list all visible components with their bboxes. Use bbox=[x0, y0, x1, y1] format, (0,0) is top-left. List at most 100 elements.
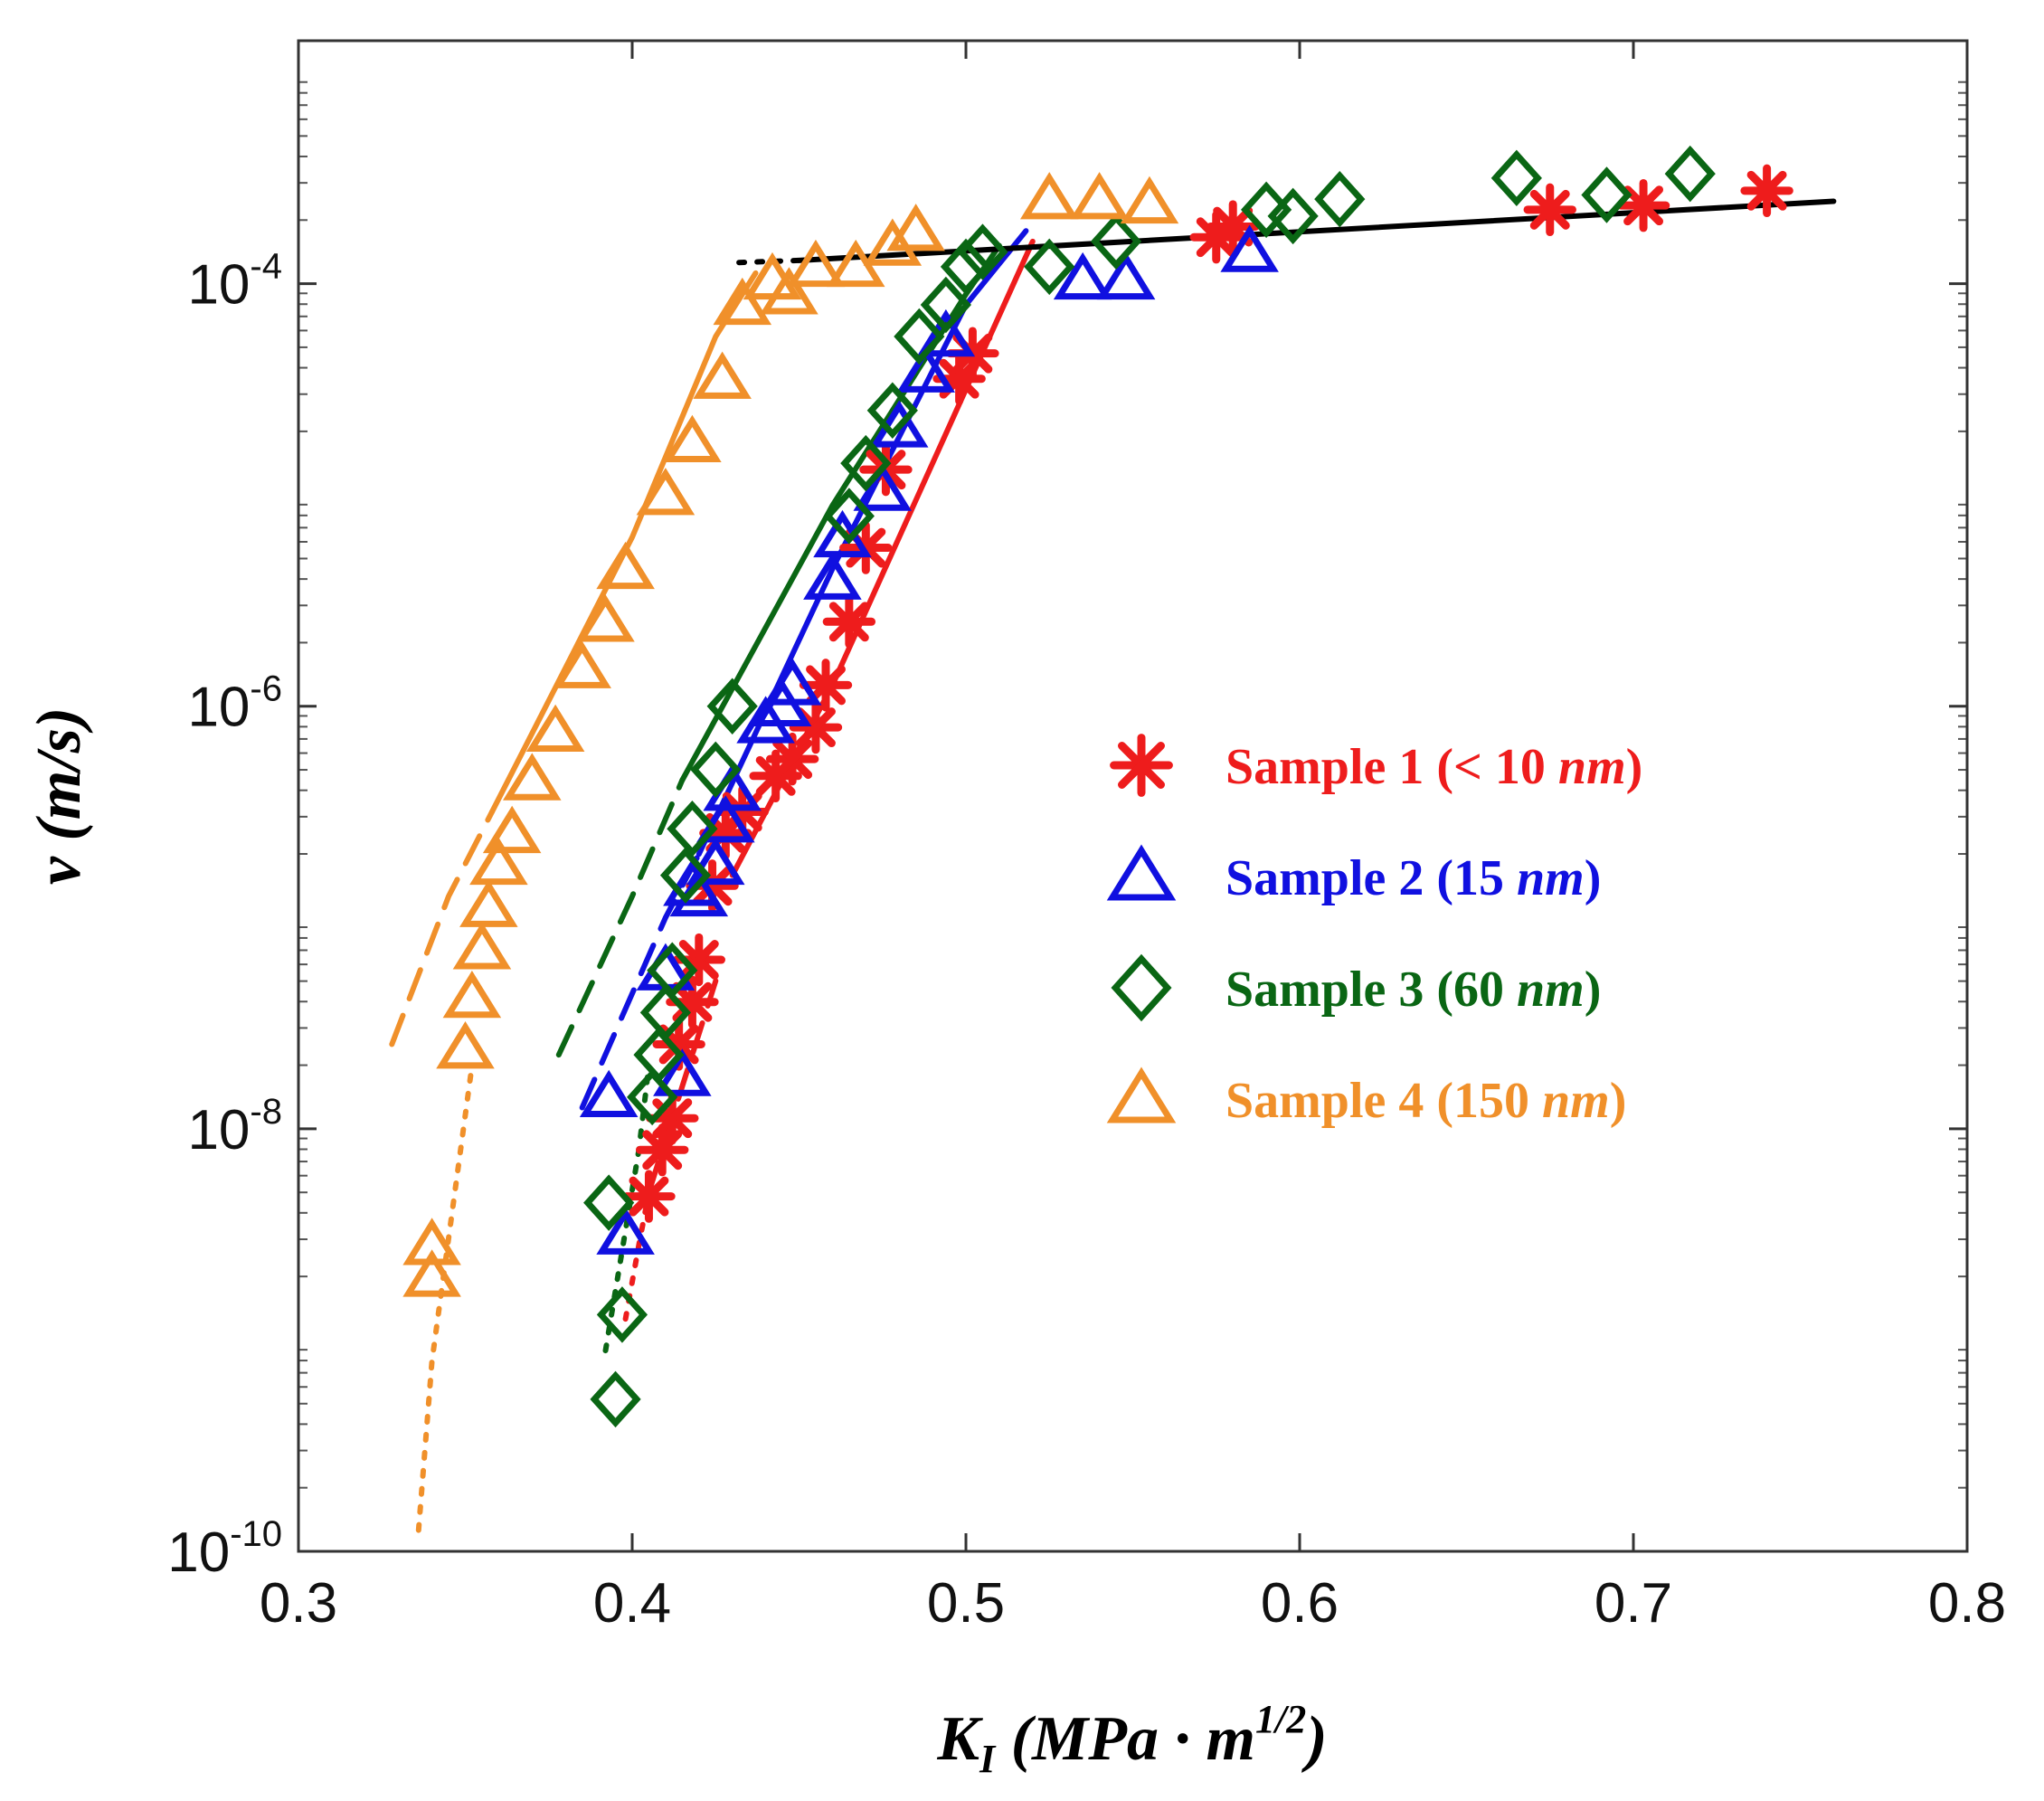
data-point-triangle bbox=[786, 239, 846, 288]
data-point-asterisk bbox=[672, 933, 725, 987]
data-point-diamond bbox=[940, 238, 992, 296]
data-point-diamond bbox=[596, 1286, 648, 1343]
data-point-asterisk bbox=[636, 1123, 689, 1177]
data-point-diamond bbox=[627, 1068, 678, 1126]
data-point-triangle bbox=[1019, 172, 1079, 220]
x-tick-label: 0.6 bbox=[1261, 1572, 1339, 1635]
data-point-diamond bbox=[590, 1370, 641, 1428]
data-point-asterisk bbox=[622, 1170, 676, 1223]
data-point-diamond bbox=[866, 382, 918, 439]
data-point-triangle bbox=[452, 922, 512, 970]
data-point-triangle bbox=[853, 463, 913, 511]
data-point-diamond bbox=[1024, 238, 1075, 296]
data-point-triangle bbox=[576, 594, 635, 642]
data-point-triangle bbox=[1070, 172, 1129, 220]
data-point-triangle bbox=[696, 795, 755, 843]
data-point-triangle bbox=[596, 1207, 655, 1255]
data-point-diamond bbox=[894, 308, 945, 365]
data-point-diamond bbox=[823, 488, 875, 545]
legend: Sample 1 (< 10 nm)Sample 2 (15 nm)Sample… bbox=[1106, 734, 1642, 1129]
legend-label-1: Sample 1 (< 10 nm) bbox=[1225, 739, 1642, 795]
data-point-diamond bbox=[583, 1174, 635, 1231]
data-point-triangle bbox=[525, 704, 585, 752]
legend-label-4: Sample 4 (150 nm) bbox=[1225, 1073, 1626, 1129]
data-point-diamond bbox=[1664, 145, 1716, 203]
y-tick-label: 10-10 bbox=[167, 1514, 282, 1584]
data-point-asterisk bbox=[1616, 178, 1670, 232]
data-point-diamond bbox=[1314, 170, 1366, 228]
data-point-triangle bbox=[1220, 224, 1279, 272]
fit-line-dashed bbox=[646, 978, 719, 1195]
data-point-diamond bbox=[690, 741, 742, 799]
fit-line-dashed bbox=[389, 809, 495, 1047]
data-point-triangle bbox=[482, 805, 542, 854]
data-point-triangle bbox=[1053, 251, 1112, 300]
x-tick-label: 0.8 bbox=[1928, 1572, 2006, 1635]
data-point-asterisk bbox=[799, 659, 853, 712]
data-point-triangle bbox=[713, 277, 772, 326]
data-markers bbox=[402, 145, 1793, 1428]
data-point-triangle bbox=[436, 1021, 495, 1069]
data-point-triangle bbox=[596, 541, 655, 590]
data-point-diamond bbox=[1267, 187, 1319, 245]
data-point-triangle bbox=[469, 837, 528, 886]
data-point-triangle bbox=[663, 414, 722, 462]
x-label-exponent: 1/2 bbox=[1255, 1697, 1306, 1741]
data-point-triangle bbox=[653, 1048, 712, 1096]
y-tick-exponent: -6 bbox=[250, 669, 282, 709]
legend-label-unit: nm bbox=[1517, 962, 1585, 1018]
y-tick-exponent: -4 bbox=[250, 247, 282, 287]
data-point-diamond bbox=[706, 678, 758, 735]
data-point-triangle bbox=[863, 218, 923, 266]
data-point-triangle bbox=[442, 970, 502, 1019]
data-point-triangle bbox=[553, 640, 611, 688]
data-point-diamond bbox=[633, 1026, 685, 1084]
data-point-asterisk bbox=[1523, 183, 1576, 237]
fit-line-dotted bbox=[415, 1062, 475, 1533]
y-tick-exponent: -10 bbox=[230, 1514, 282, 1554]
data-point-asterisk bbox=[1740, 164, 1793, 218]
data-point-triangle bbox=[402, 1249, 461, 1297]
legend-label-suffix: ) bbox=[1585, 850, 1602, 906]
legend-marker-3 bbox=[1111, 953, 1172, 1022]
data-point-diamond bbox=[840, 434, 892, 492]
data-point-asterisk bbox=[839, 521, 893, 574]
data-point-triangle bbox=[459, 879, 518, 927]
minor-ticks bbox=[298, 81, 1967, 1489]
data-point-diamond bbox=[1581, 166, 1632, 223]
data-point-triangle bbox=[636, 468, 696, 516]
y-tick-exponent: -8 bbox=[250, 1092, 282, 1132]
data-point-triangle bbox=[762, 658, 822, 706]
legend-label-2: Sample 2 (15 nm) bbox=[1225, 850, 1601, 906]
x-label-k: K bbox=[936, 1704, 983, 1774]
x-tick-label: 0.4 bbox=[593, 1572, 671, 1635]
data-point-triangle bbox=[1096, 251, 1156, 300]
y-axis-label: v (m/s) bbox=[24, 707, 94, 885]
y-tick-base: 10 bbox=[187, 677, 250, 739]
x-tick-label: 0.5 bbox=[927, 1572, 1005, 1635]
legend-label-unit: nm bbox=[1558, 739, 1626, 795]
data-point-diamond bbox=[1490, 149, 1542, 207]
y-label-text: v (m/s) bbox=[24, 707, 94, 885]
plot-area bbox=[298, 41, 1967, 1551]
x-label-units: (MPa · m bbox=[995, 1704, 1255, 1774]
data-point-asterisk bbox=[765, 732, 819, 786]
legend-label-prefix: Sample 1 (< 10 bbox=[1225, 739, 1558, 795]
data-point-triangle bbox=[579, 1069, 639, 1118]
data-point-diamond bbox=[647, 942, 698, 999]
y-tick-label: 10-4 bbox=[187, 247, 282, 317]
data-point-triangle bbox=[896, 345, 955, 393]
legend-marker-2 bbox=[1106, 844, 1177, 901]
legend-marker-4 bbox=[1106, 1066, 1177, 1123]
data-point-triangle bbox=[1120, 175, 1179, 224]
data-point-triangle bbox=[916, 308, 976, 357]
data-point-triangle bbox=[803, 552, 862, 600]
y-tick-labels: 10-10 10-8 10-6 10-4 bbox=[167, 247, 282, 1584]
y-tick-label: 10-8 bbox=[187, 1092, 282, 1161]
data-point-diamond bbox=[1090, 213, 1142, 270]
data-point-triangle bbox=[402, 1218, 461, 1265]
data-point-triangle bbox=[503, 753, 562, 801]
legend-label-unit: nm bbox=[1517, 850, 1585, 906]
data-point-triangle bbox=[686, 837, 745, 886]
